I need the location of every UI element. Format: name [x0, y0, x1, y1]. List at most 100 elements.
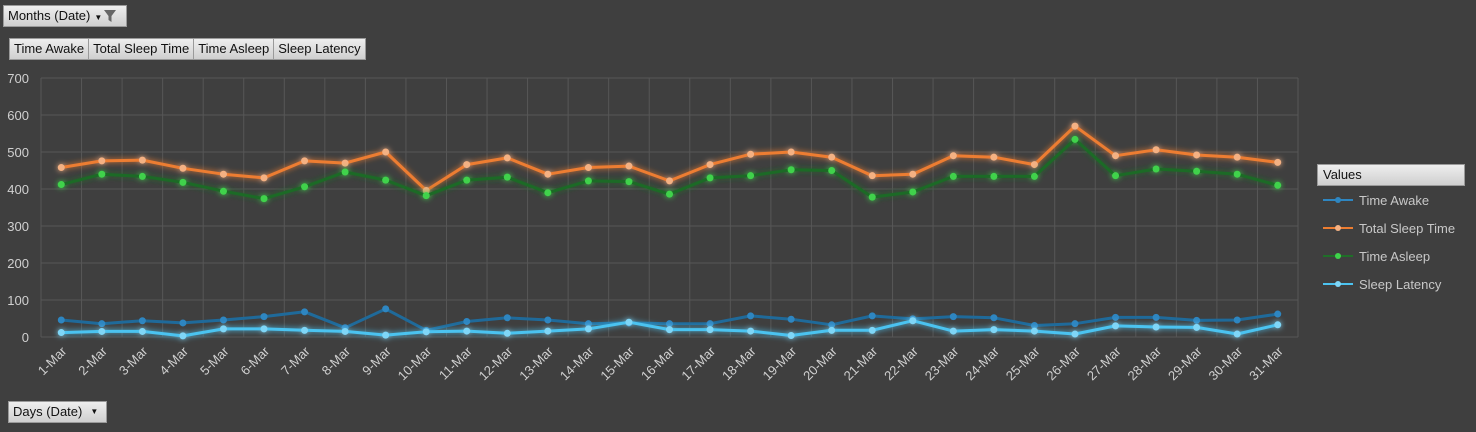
data-point[interactable] — [544, 316, 552, 324]
data-point[interactable] — [341, 327, 349, 335]
legend-title-button[interactable]: Values — [1317, 164, 1465, 186]
data-point[interactable] — [179, 319, 187, 327]
data-point[interactable] — [382, 331, 390, 339]
data-point[interactable] — [666, 320, 673, 328]
data-point[interactable] — [57, 329, 65, 337]
data-point[interactable] — [1152, 165, 1160, 173]
data-point[interactable] — [828, 326, 836, 334]
data-point[interactable] — [828, 167, 836, 174]
data-point[interactable] — [1030, 327, 1038, 335]
data-point[interactable] — [422, 192, 430, 200]
data-point[interactable] — [503, 154, 511, 162]
data-point[interactable] — [138, 156, 146, 164]
data-point[interactable] — [1233, 170, 1241, 178]
data-point[interactable] — [868, 172, 876, 180]
data-point[interactable] — [706, 174, 714, 182]
data-point[interactable] — [1112, 152, 1120, 160]
data-point[interactable] — [949, 327, 957, 335]
data-point[interactable] — [787, 315, 795, 323]
data-point[interactable] — [503, 314, 511, 322]
data-point[interactable] — [584, 325, 592, 333]
data-point[interactable] — [706, 320, 714, 328]
data-point[interactable] — [544, 327, 552, 335]
data-point[interactable] — [868, 312, 876, 320]
data-point[interactable] — [828, 321, 836, 329]
data-point[interactable] — [584, 164, 592, 172]
data-point[interactable] — [1274, 181, 1282, 189]
days-date-filter-button[interactable]: Days (Date) ▼ — [8, 401, 107, 423]
data-point[interactable] — [1152, 146, 1160, 154]
data-point[interactable] — [341, 159, 349, 167]
data-point[interactable] — [1112, 322, 1120, 330]
data-point[interactable] — [219, 325, 227, 333]
data-point[interactable] — [1152, 313, 1160, 321]
data-point[interactable] — [382, 305, 390, 313]
data-point[interactable] — [787, 166, 795, 174]
data-point[interactable] — [1233, 316, 1241, 324]
data-point[interactable] — [828, 153, 836, 161]
data-point[interactable] — [98, 170, 106, 178]
data-point[interactable] — [666, 177, 673, 185]
data-point[interactable] — [706, 326, 714, 334]
data-point[interactable] — [98, 157, 106, 165]
data-point[interactable] — [301, 157, 309, 165]
data-point[interactable] — [949, 172, 957, 180]
data-point[interactable] — [1030, 161, 1038, 169]
data-point[interactable] — [544, 189, 552, 197]
data-point[interactable] — [179, 164, 187, 172]
data-point[interactable] — [1071, 330, 1079, 338]
data-point[interactable] — [1071, 135, 1079, 143]
data-point[interactable] — [1233, 153, 1241, 161]
field-button-sleep-latency[interactable]: Sleep Latency — [274, 38, 366, 60]
data-point[interactable] — [503, 329, 511, 337]
data-point[interactable] — [1193, 323, 1201, 331]
data-point[interactable] — [463, 161, 471, 169]
data-point[interactable] — [1030, 322, 1038, 330]
data-point[interactable] — [98, 327, 106, 335]
field-button-total-sleep-time[interactable]: Total Sleep Time — [89, 38, 195, 60]
data-point[interactable] — [1193, 316, 1201, 324]
data-point[interactable] — [666, 190, 673, 198]
data-point[interactable] — [1112, 172, 1120, 180]
data-point[interactable] — [57, 181, 65, 189]
data-point[interactable] — [463, 176, 471, 184]
data-point[interactable] — [544, 170, 552, 178]
data-point[interactable] — [747, 312, 755, 320]
data-point[interactable] — [747, 327, 755, 335]
data-point[interactable] — [219, 316, 227, 324]
months-date-filter-button[interactable]: Months (Date) ▼ — [3, 5, 127, 27]
data-point[interactable] — [57, 164, 65, 172]
data-point[interactable] — [787, 148, 795, 156]
data-point[interactable] — [868, 193, 876, 201]
data-point[interactable] — [138, 172, 146, 180]
field-button-time-awake[interactable]: Time Awake — [9, 38, 90, 60]
data-point[interactable] — [1193, 167, 1201, 175]
data-point[interactable] — [706, 161, 714, 169]
data-point[interactable] — [1274, 321, 1282, 329]
data-point[interactable] — [98, 320, 106, 328]
data-point[interactable] — [909, 188, 917, 196]
data-point[interactable] — [584, 177, 592, 185]
data-point[interactable] — [301, 326, 309, 334]
data-point[interactable] — [909, 317, 917, 325]
data-point[interactable] — [747, 172, 755, 180]
data-point[interactable] — [868, 326, 876, 334]
legend-item-total-sleep-time[interactable]: Total Sleep Time — [1321, 214, 1465, 242]
data-point[interactable] — [301, 183, 309, 191]
data-point[interactable] — [1071, 122, 1079, 130]
legend-item-time-asleep[interactable]: Time Asleep — [1321, 242, 1465, 270]
data-point[interactable] — [949, 313, 957, 321]
data-point[interactable] — [990, 314, 998, 322]
data-point[interactable] — [260, 313, 268, 321]
data-point[interactable] — [625, 178, 633, 186]
data-point[interactable] — [584, 320, 592, 328]
data-point[interactable] — [666, 326, 673, 334]
data-point[interactable] — [463, 317, 471, 325]
data-point[interactable] — [260, 325, 268, 333]
data-point[interactable] — [422, 328, 430, 336]
data-point[interactable] — [787, 332, 795, 340]
data-point[interactable] — [422, 186, 430, 194]
data-point[interactable] — [382, 148, 390, 156]
data-point[interactable] — [747, 150, 755, 158]
data-point[interactable] — [1274, 158, 1282, 166]
